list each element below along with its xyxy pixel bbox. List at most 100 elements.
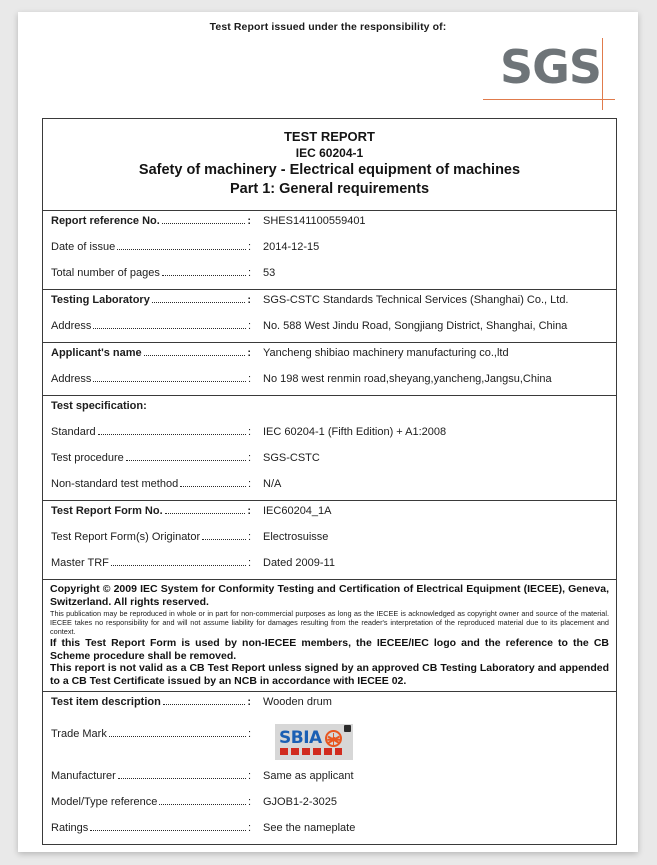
field-colon: : bbox=[247, 557, 251, 569]
field-label: Testing Laboratory: bbox=[43, 294, 251, 306]
field-row: Test Report Form(s) Originator: Electrosu… bbox=[43, 527, 616, 553]
field-colon: : bbox=[247, 215, 251, 227]
field-group: Report reference No.: SHES141100559401 Dat… bbox=[43, 211, 616, 290]
field-label-text: Trade Mark bbox=[51, 728, 107, 740]
field-value: SGS-CSTC bbox=[263, 452, 320, 464]
dot-leader bbox=[161, 269, 246, 276]
field-row: Model/Type reference: GJOB1-2-3025 bbox=[43, 792, 616, 818]
field-label: Test Report Form No.: bbox=[43, 505, 251, 517]
field-label-text: Total number of pages bbox=[51, 267, 160, 279]
dot-leader bbox=[125, 454, 246, 461]
field-value: Wooden drum bbox=[263, 696, 332, 708]
field-label: Test specification:: bbox=[43, 400, 251, 412]
field-group: Testing Laboratory: SGS-CSTC Standards Te… bbox=[43, 290, 616, 343]
field-value: Same as applicant bbox=[263, 770, 354, 782]
field-colon: : bbox=[247, 373, 251, 385]
field-colon: : bbox=[247, 478, 251, 490]
field-value: 2014-12-15 bbox=[263, 241, 320, 253]
test-item-rows: Test item description: Wooden drum Trade M… bbox=[43, 692, 616, 844]
dot-leader bbox=[97, 428, 246, 435]
field-colon: : bbox=[247, 347, 251, 359]
dot-leader bbox=[117, 772, 246, 779]
field-value: See the nameplate bbox=[263, 822, 356, 834]
field-label: Address: bbox=[43, 320, 251, 332]
field-label: Model/Type reference: bbox=[43, 796, 251, 808]
sgs-logo: SGS bbox=[483, 38, 615, 110]
field-colon: : bbox=[247, 770, 251, 782]
chinese-characters-strip bbox=[280, 748, 342, 755]
dot-leader bbox=[110, 559, 246, 566]
field-label-text: Report reference No. bbox=[51, 215, 160, 227]
dot-leader bbox=[202, 533, 246, 540]
registered-mark-icon bbox=[344, 725, 351, 732]
field-row: Address: No 198 west renmin road,sheyang,… bbox=[43, 369, 616, 395]
field-label: Test procedure: bbox=[43, 452, 251, 464]
sgs-logo-vertical-rule bbox=[602, 38, 603, 110]
field-label: Standard: bbox=[43, 426, 251, 438]
report-title-line2: IEC 60204-1 bbox=[295, 146, 364, 160]
field-label-text: Ratings bbox=[51, 822, 89, 834]
field-colon: : bbox=[247, 426, 251, 438]
dot-leader bbox=[151, 296, 246, 303]
field-label-text: Model/Type reference bbox=[51, 796, 158, 808]
field-value: IEC 60204-1 (Fifth Edition) + A1:2008 bbox=[263, 426, 447, 438]
field-colon: : bbox=[247, 531, 251, 543]
sgs-logo-text: SGS bbox=[499, 40, 602, 94]
dot-leader bbox=[90, 824, 246, 831]
field-label-text: Test item description bbox=[51, 696, 161, 708]
report-title-line1: TEST REPORT bbox=[283, 129, 375, 144]
trade-mark-logo: SBIA bbox=[275, 724, 353, 760]
field-row: Trade Mark: SBIA bbox=[43, 718, 616, 766]
field-label: Non-standard test method: bbox=[43, 478, 251, 490]
field-value: 53 bbox=[263, 267, 276, 279]
field-row: Ratings: See the nameplate bbox=[43, 818, 616, 844]
copyright-block: Copyright © 2009 IEC System for Conformi… bbox=[43, 580, 616, 692]
dot-leader bbox=[143, 349, 246, 356]
test-report-table: TEST REPORT IEC 60204-1 Safety of machin… bbox=[42, 118, 617, 845]
field-value: Dated 2009-11 bbox=[263, 557, 335, 569]
field-label-text: Address bbox=[51, 320, 92, 332]
field-row: Master TRF: Dated 2009-11 bbox=[43, 553, 616, 579]
field-label-text: Test specification: bbox=[51, 400, 147, 412]
copyright-bold-1: Copyright © 2009 IEC System for Conformi… bbox=[50, 583, 609, 608]
dot-leader bbox=[161, 217, 246, 224]
dot-leader bbox=[117, 243, 246, 250]
field-label-text: Standard bbox=[51, 426, 96, 438]
field-row: Testing Laboratory: SGS-CSTC Standards Te… bbox=[43, 290, 616, 316]
field-colon: : bbox=[247, 452, 251, 464]
field-row: Test procedure: SGS-CSTC bbox=[43, 448, 616, 474]
field-label: Date of issue: bbox=[43, 241, 251, 253]
field-colon: : bbox=[247, 320, 251, 332]
field-label-text: Non-standard test method bbox=[51, 478, 179, 490]
field-colon: : bbox=[247, 294, 251, 306]
field-row: Test Report Form No.: IEC60204_1A bbox=[43, 501, 616, 527]
field-value: No. 588 West Jindu Road, Songjiang Distr… bbox=[263, 320, 568, 332]
field-colon: : bbox=[247, 267, 251, 279]
field-colon: : bbox=[247, 728, 251, 740]
wheel-icon bbox=[325, 730, 342, 747]
field-row: Total number of pages:53 bbox=[43, 263, 616, 289]
field-label: Test Report Form(s) Originator: bbox=[43, 531, 251, 543]
field-value: SHES141100559401 bbox=[263, 215, 366, 227]
field-value: SBIA bbox=[251, 724, 616, 760]
field-row: Applicant's name: Yancheng shibiao machin… bbox=[43, 343, 616, 369]
wheel-hub bbox=[331, 736, 336, 741]
field-label: Report reference No.: bbox=[43, 215, 251, 227]
field-label-text: Test Report Form No. bbox=[51, 505, 163, 517]
field-row: Test specification:: bbox=[43, 396, 616, 422]
field-label: Applicant's name: bbox=[43, 347, 251, 359]
report-title-block: TEST REPORT IEC 60204-1 Safety of machin… bbox=[43, 119, 616, 211]
field-row: Manufacturer: Same as applicant bbox=[43, 766, 616, 792]
field-row: Non-standard test method: N/A bbox=[43, 474, 616, 500]
field-row: Standard: IEC 60204-1 (Fifth Edition) + A… bbox=[43, 422, 616, 448]
field-label: Test item description: bbox=[43, 696, 251, 708]
copyright-small-1: This publication may be reproduced in wh… bbox=[50, 609, 609, 636]
field-label-text: Applicant's name bbox=[51, 347, 142, 359]
dot-leader bbox=[93, 322, 246, 329]
field-colon: : bbox=[247, 796, 251, 808]
field-label: Manufacturer: bbox=[43, 770, 251, 782]
field-colon: : bbox=[247, 241, 251, 253]
field-label-text: Test Report Form(s) Originator bbox=[51, 531, 201, 543]
field-row: Date of issue: 2014-12-15 bbox=[43, 237, 616, 263]
field-group: Test specification::Standard:IEC 60204-1… bbox=[43, 396, 616, 501]
